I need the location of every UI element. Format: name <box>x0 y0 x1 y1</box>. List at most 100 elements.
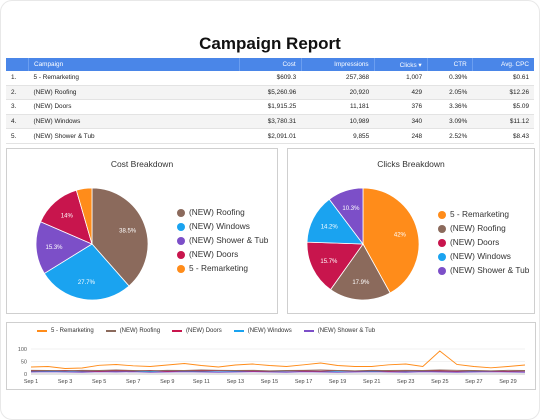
header-impressions[interactable]: Impressions <box>301 58 375 71</box>
row-index: 4. <box>6 114 29 130</box>
line-legend-swatch <box>303 330 314 332</box>
legend-label: (NEW) Doors <box>450 237 500 247</box>
x-tick-label: Sep 15 <box>261 379 278 385</box>
header-clicks[interactable]: Clicks ▾ <box>374 58 428 71</box>
pie-slice[interactable] <box>328 187 364 246</box>
table-row[interactable]: 2. (NEW) Roofing $5,260.96 20,920 429 2.… <box>6 85 534 101</box>
line-legend-item[interactable]: (NEW) Roofing <box>105 328 160 334</box>
impressions-cell: 257,368 <box>301 71 375 86</box>
avg-cpc-cell: $11.12 <box>472 114 534 130</box>
clicks-breakdown-title: Clicks Breakdown <box>377 159 445 169</box>
pie-data-label: 27.7% <box>78 280 96 286</box>
line-legend-item[interactable]: (NEW) Shower & Tub <box>303 328 376 334</box>
legend-item[interactable]: (NEW) Windows <box>177 221 273 232</box>
header-ctr[interactable]: CTR <box>427 58 473 71</box>
cost-cell: $2,091.01 <box>239 128 302 144</box>
legend-item[interactable]: (NEW) Roofing <box>438 223 532 234</box>
legend-item[interactable]: (NEW) Shower & Tub <box>177 235 273 246</box>
campaign-cell: (NEW) Doors <box>28 99 240 115</box>
x-tick-label: Sep 17 <box>295 379 312 385</box>
legend-label: (NEW) Roofing <box>189 207 245 217</box>
cost-cell: $5,260.96 <box>239 85 302 101</box>
clicks-cell: 376 <box>374 99 428 115</box>
pie-data-label: 17.9% <box>352 280 370 286</box>
legend-item[interactable]: (NEW) Doors <box>177 249 273 260</box>
line-legend-swatch <box>37 330 47 332</box>
header-campaign[interactable]: Campaign <box>28 58 240 71</box>
legend-swatch <box>177 222 185 231</box>
table-row[interactable]: 4. (NEW) Windows $3,780.31 10,989 340 3.… <box>6 114 534 130</box>
line-legend-label: (NEW) Shower & Tub <box>317 328 376 334</box>
pie-slice[interactable] <box>306 198 364 245</box>
legend-label: (NEW) Roofing <box>450 223 506 233</box>
pie-slice[interactable] <box>43 243 130 301</box>
legend-swatch <box>177 236 185 245</box>
legend-label: (NEW) Windows <box>189 221 250 231</box>
x-tick-label: Sep 3 <box>58 379 72 385</box>
header-cost[interactable]: Cost <box>239 58 302 71</box>
x-tick-label: Sep 7 <box>126 379 140 385</box>
header-index <box>6 58 29 71</box>
legend-item[interactable]: (NEW) Shower & Tub <box>438 265 532 276</box>
legend-item[interactable]: (NEW) Roofing <box>177 207 273 218</box>
row-index: 3. <box>6 99 29 115</box>
pie-slice[interactable] <box>91 187 149 287</box>
legend-item[interactable]: (NEW) Doors <box>438 237 532 248</box>
cost-cell: $609.3 <box>239 71 302 86</box>
pie-data-label: 42% <box>394 233 407 239</box>
y-tick-label: 100 <box>18 347 27 353</box>
campaign-cell: (NEW) Shower & Tub <box>28 128 240 144</box>
pie-data-label: 15.7% <box>320 259 338 265</box>
cost-cell: $1,915.25 <box>239 99 302 115</box>
table-header-row: Campaign Cost Impressions Clicks ▾ CTR A… <box>6 58 534 71</box>
header-avg-cpc[interactable]: Avg. CPC <box>472 58 534 71</box>
series-line[interactable] <box>30 371 526 373</box>
pie-data-label: 38.5% <box>119 229 137 235</box>
ctr-cell: 3.09% <box>427 114 473 130</box>
pie-slice[interactable] <box>35 221 93 274</box>
legend-item[interactable]: (NEW) Windows <box>438 251 532 262</box>
legend-swatch <box>438 238 446 247</box>
line-legend-item[interactable]: (NEW) Doors <box>172 328 222 334</box>
x-tick-label: Sep 13 <box>227 379 244 385</box>
pie-data-label: 14% <box>61 214 74 220</box>
pie-slice[interactable] <box>329 243 391 301</box>
clicks-legend: 5 - Remarketing (NEW) Roofing (NEW) Door… <box>438 209 532 279</box>
legend-label: 5 - Remarketing <box>189 263 249 273</box>
x-tick-label: Sep 27 <box>465 379 482 385</box>
series-line[interactable] <box>30 350 526 369</box>
impressions-cell: 9,855 <box>301 128 375 144</box>
cost-breakdown-title: Cost Breakdown <box>110 159 174 169</box>
x-tick-label: Sep 21 <box>363 379 380 385</box>
clicks-cell: 248 <box>374 128 428 144</box>
avg-cpc-cell: $12.26 <box>472 85 534 101</box>
pie-slice[interactable] <box>75 187 93 245</box>
legend-item[interactable]: 5 - Remarketing <box>438 209 532 220</box>
legend-label: (NEW) Windows <box>450 251 511 261</box>
cost-pie-chart: 38.5% 27.7% 15.3% 14% <box>35 187 149 301</box>
ctr-cell: 0.39% <box>427 71 473 86</box>
table-row[interactable]: 3. (NEW) Doors $1,915.25 11,181 376 3.36… <box>6 99 534 115</box>
clicks-cell: 340 <box>374 114 428 130</box>
line-chart-legend: 5 - Remarketing (NEW) Roofing (NEW) Door… <box>37 328 387 334</box>
line-legend-item[interactable]: 5 - Remarketing <box>37 328 94 334</box>
daily-clicks-panel: 5 - Remarketing (NEW) Roofing (NEW) Door… <box>6 322 536 390</box>
pie-slice[interactable] <box>306 241 364 291</box>
pie-slice[interactable] <box>362 187 420 294</box>
legend-item[interactable]: 5 - Remarketing <box>177 263 273 274</box>
pie-data-label: 14.2% <box>321 225 339 231</box>
line-legend-item[interactable]: (NEW) Windows <box>233 328 292 334</box>
series-line[interactable] <box>30 369 526 372</box>
cost-breakdown-panel: Cost Breakdown 38.5% 27.7% 15.3% 14% (NEW) … <box>6 148 278 314</box>
clicks-pie-chart: 42% 17.9% 15.7% 14.2% 10.3% <box>306 187 420 301</box>
x-tick-label: Sep 25 <box>431 379 448 385</box>
legend-swatch <box>438 210 446 219</box>
legend-label: (NEW) Shower & Tub <box>450 265 530 275</box>
ctr-cell: 3.36% <box>427 99 473 115</box>
table-row[interactable]: 5. (NEW) Shower & Tub $2,091.01 9,855 24… <box>6 128 534 144</box>
campaign-table: Campaign Cost Impressions Clicks ▾ CTR A… <box>6 58 534 144</box>
row-index: 1. <box>6 71 29 86</box>
row-index: 5. <box>6 128 29 144</box>
table-row[interactable]: 1. 5 - Remarketing $609.3 257,368 1,007 … <box>6 71 534 86</box>
